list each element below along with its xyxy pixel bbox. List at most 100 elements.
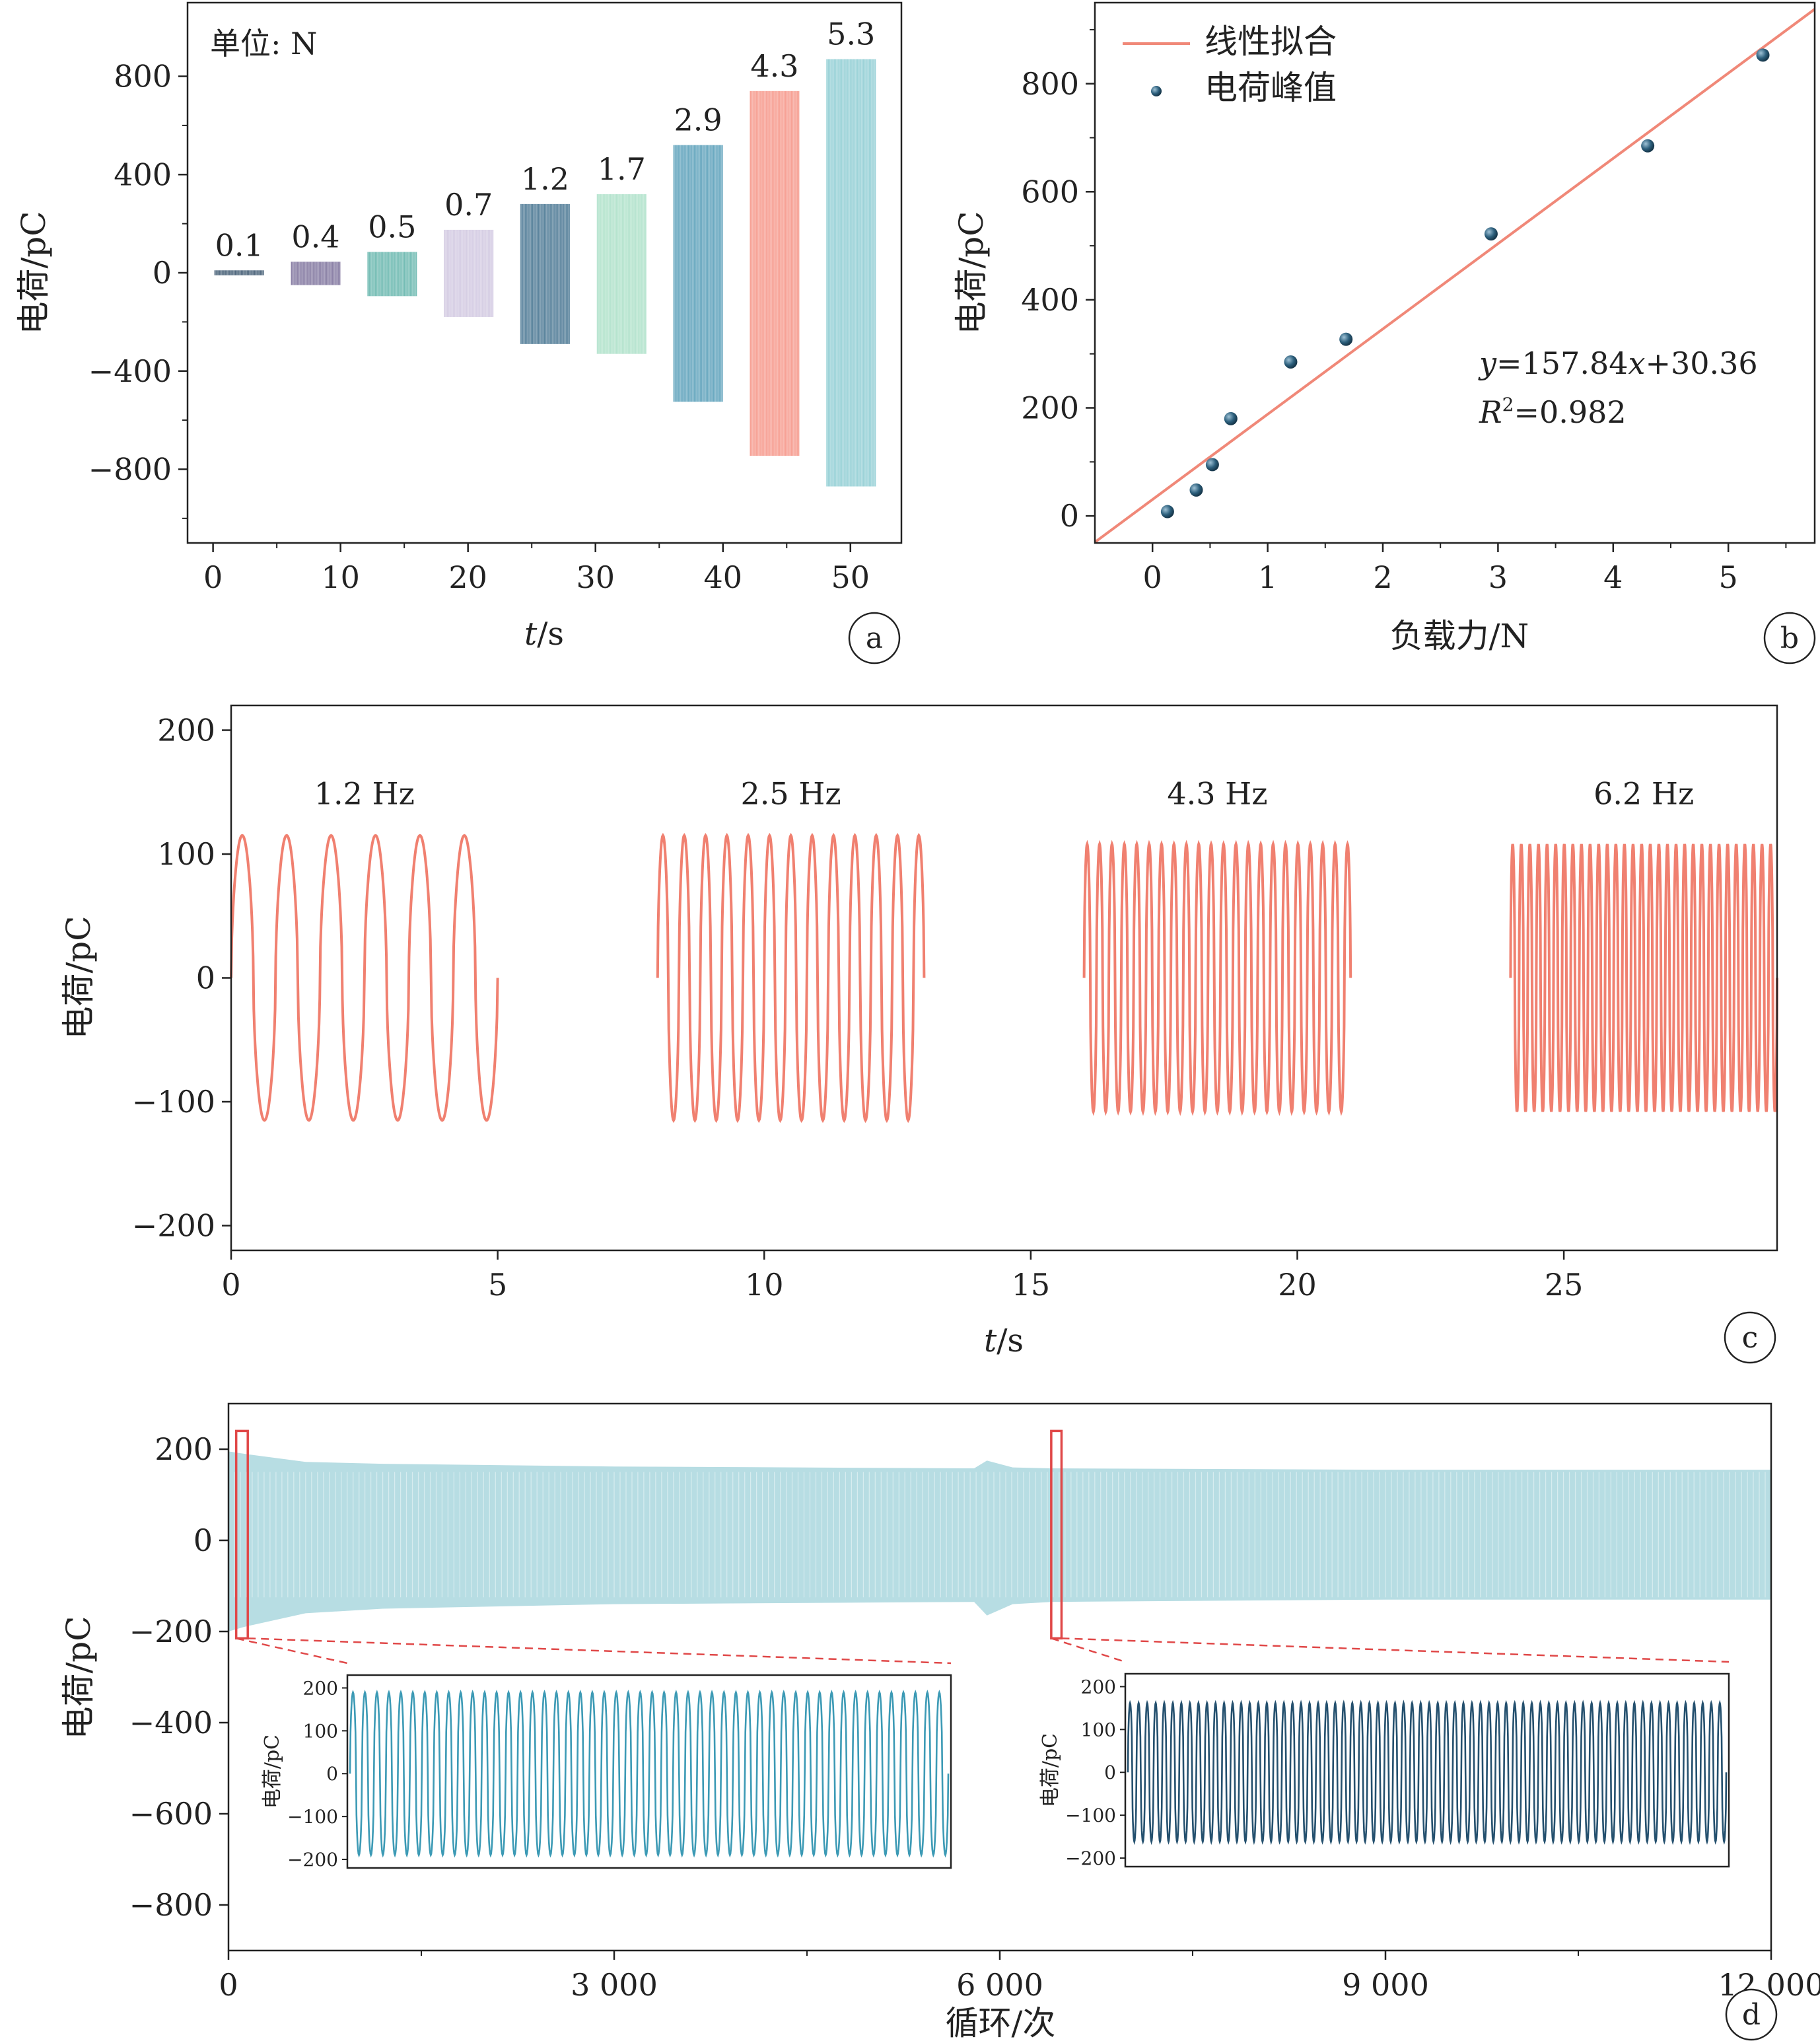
panel-b-frame: [1094, 1, 1816, 544]
panel-a-load-label: 1.2: [521, 161, 569, 197]
panel-a-load-label: 1.7: [598, 151, 646, 187]
panel-b-data-point: [1641, 139, 1655, 153]
x-tick-label: 3 000: [571, 1967, 658, 2003]
panel-c-charge-vs-time-by-frequency: 1.2 Hz 2.5 Hz 4.3 Hz 6.2 Hz 0 5 10 15 20 25 200 1…: [59, 704, 1778, 1364]
panel-d-inset-signal: [1127, 1700, 1728, 1846]
panel-d-highlight-box: [234, 1429, 249, 1640]
panel-a-load-label: 0.4: [291, 219, 339, 254]
panel-d-zoom-connector: [248, 1637, 952, 1665]
panel-b-label-circle: [1763, 612, 1816, 664]
panel-a-segment-stripes: [672, 145, 724, 402]
panel-a-segment-4.3: [749, 90, 800, 456]
inset-y-tick-label: 0: [1104, 1762, 1116, 1783]
x-tick-label: 20: [448, 559, 487, 595]
panel-b-data-point: [1205, 458, 1219, 472]
panel-a-label: a: [866, 622, 883, 655]
x-tick-label: 40: [703, 559, 742, 595]
panel-a-segment-0.7: [443, 229, 495, 317]
panel-a-segment-band: [673, 145, 723, 402]
panel-b-data-point: [1189, 483, 1203, 497]
panel-b-label: b: [1780, 622, 1799, 655]
panel-a-load-label: 0.7: [444, 187, 493, 223]
panel-a-x-axis-label: t/s: [524, 616, 564, 653]
panel-a-segment-band: [291, 262, 341, 285]
x-tick-label: 10: [321, 559, 360, 595]
panel-c-series-4.3-Hz: [1082, 840, 1352, 1116]
y-tick-label: −800: [88, 452, 172, 487]
panel-a-load-label: 4.3: [750, 48, 798, 84]
panel-a-segment-1.7: [596, 194, 647, 354]
panel-a-segment-2.9: [672, 145, 724, 402]
y-tick-label: 0: [196, 960, 215, 996]
x-tick-label: 5: [1719, 559, 1738, 595]
x-tick-label: 6 000: [956, 1967, 1043, 2003]
panel-a-load-label: 2.9: [674, 102, 722, 138]
panel-b-linear-fit-line: [1095, 8, 1815, 543]
panel-a-segment-stripes: [749, 90, 800, 456]
inset-y-tick-label: 100: [1081, 1719, 1116, 1740]
x-tick-label: 0: [1143, 559, 1162, 595]
panel-a-load-label: 5.3: [827, 17, 875, 52]
panel-a-segment-band: [826, 59, 876, 487]
panel-d-inset-1: 200 100 0 −100 −200 电荷/pC: [261, 1674, 952, 1871]
panel-d-zoom-connector: [1051, 1637, 1126, 1663]
inset-y-tick-label: 0: [326, 1763, 338, 1785]
panel-b-charge-peak-vs-load: 0 1 2 3 4 5 0 200 400 600 800 线性拟合 电荷峰值 y=157.84x…: [952, 1, 1816, 664]
panel-c-frequency-label: 4.3 Hz: [1167, 775, 1267, 811]
x-tick-label: 0: [219, 1967, 238, 2003]
panel-a-segment-band: [520, 203, 571, 344]
panel-a-segment-1.2: [520, 203, 571, 344]
panel-a-load-label: 0.5: [368, 209, 416, 244]
panel-b-data-point: [1339, 332, 1353, 346]
x-tick-label: 25: [1545, 1267, 1584, 1303]
panel-a-segment-stripes: [520, 203, 571, 344]
panel-d-y-axis-label: 电荷/pC: [59, 1616, 98, 1739]
panel-c-label: c: [1742, 1321, 1759, 1355]
panel-c-frequency-label: 1.2 Hz: [314, 775, 415, 811]
panel-a-segment-0.5: [367, 252, 418, 297]
panel-b-data-point: [1756, 48, 1770, 62]
panel-a-load-label: 0.1: [215, 227, 263, 263]
panel-d-zoom-connector: [1061, 1637, 1730, 1663]
panel-d-inset-signal: [349, 1690, 950, 1858]
panel-a-segment-5.3: [825, 59, 877, 487]
panel-d-x-axis-label: 循环/次: [946, 2004, 1056, 2042]
y-tick-label: −400: [88, 353, 172, 389]
panel-a-segment-band: [214, 270, 264, 275]
panel-c-frequency-label: 2.5 Hz: [741, 775, 841, 811]
x-tick-label: 1: [1258, 559, 1277, 595]
panel-a-segment-band: [444, 229, 494, 317]
y-tick-label: −200: [129, 1614, 213, 1649]
panel-a-segment-stripes: [213, 270, 265, 275]
y-tick-label: 400: [1021, 282, 1079, 318]
panel-d-inset-frame: [1124, 1672, 1730, 1868]
panel-b-data-point: [1484, 227, 1498, 241]
x-tick-label: 50: [831, 559, 870, 595]
panel-d-label-circle: [1725, 1988, 1778, 2041]
panel-d-inset-frame: [346, 1674, 952, 1869]
panel-c-series-2.5-Hz: [656, 832, 926, 1124]
inset-y-tick-label: 200: [1081, 1676, 1116, 1698]
y-tick-label: −800: [129, 1887, 213, 1923]
panel-c-frequency-label: 6.2 Hz: [1593, 775, 1694, 811]
y-tick-label: 600: [1021, 174, 1079, 209]
y-tick-label: 800: [114, 59, 172, 94]
panel-a-unit-annotation: 单位: N: [210, 26, 317, 61]
x-tick-label: 9 000: [1342, 1967, 1429, 2003]
panel-b-legend-point-swatch: [1151, 86, 1162, 96]
panel-c-label-circle: [1724, 1311, 1776, 1364]
y-tick-label: −200: [132, 1208, 215, 1244]
y-tick-label: 200: [155, 1431, 213, 1467]
panel-c-x-axis-label: t/s: [984, 1322, 1024, 1359]
panel-d-highlight-box: [1050, 1429, 1063, 1640]
panel-b-x-axis-label: 负载力/N: [1390, 617, 1529, 655]
inset-y-tick-label: 100: [303, 1720, 338, 1742]
panel-a-segment-stripes: [825, 59, 877, 487]
y-tick-label: 200: [1021, 390, 1079, 426]
x-tick-label: 15: [1012, 1267, 1051, 1303]
panel-d-zoom-connector: [236, 1637, 348, 1665]
inset-y-tick-label: −200: [1065, 1847, 1116, 1869]
inset-y-tick-label: −100: [287, 1806, 338, 1828]
x-tick-label: 0: [203, 559, 223, 595]
x-tick-label: 5: [488, 1267, 507, 1303]
